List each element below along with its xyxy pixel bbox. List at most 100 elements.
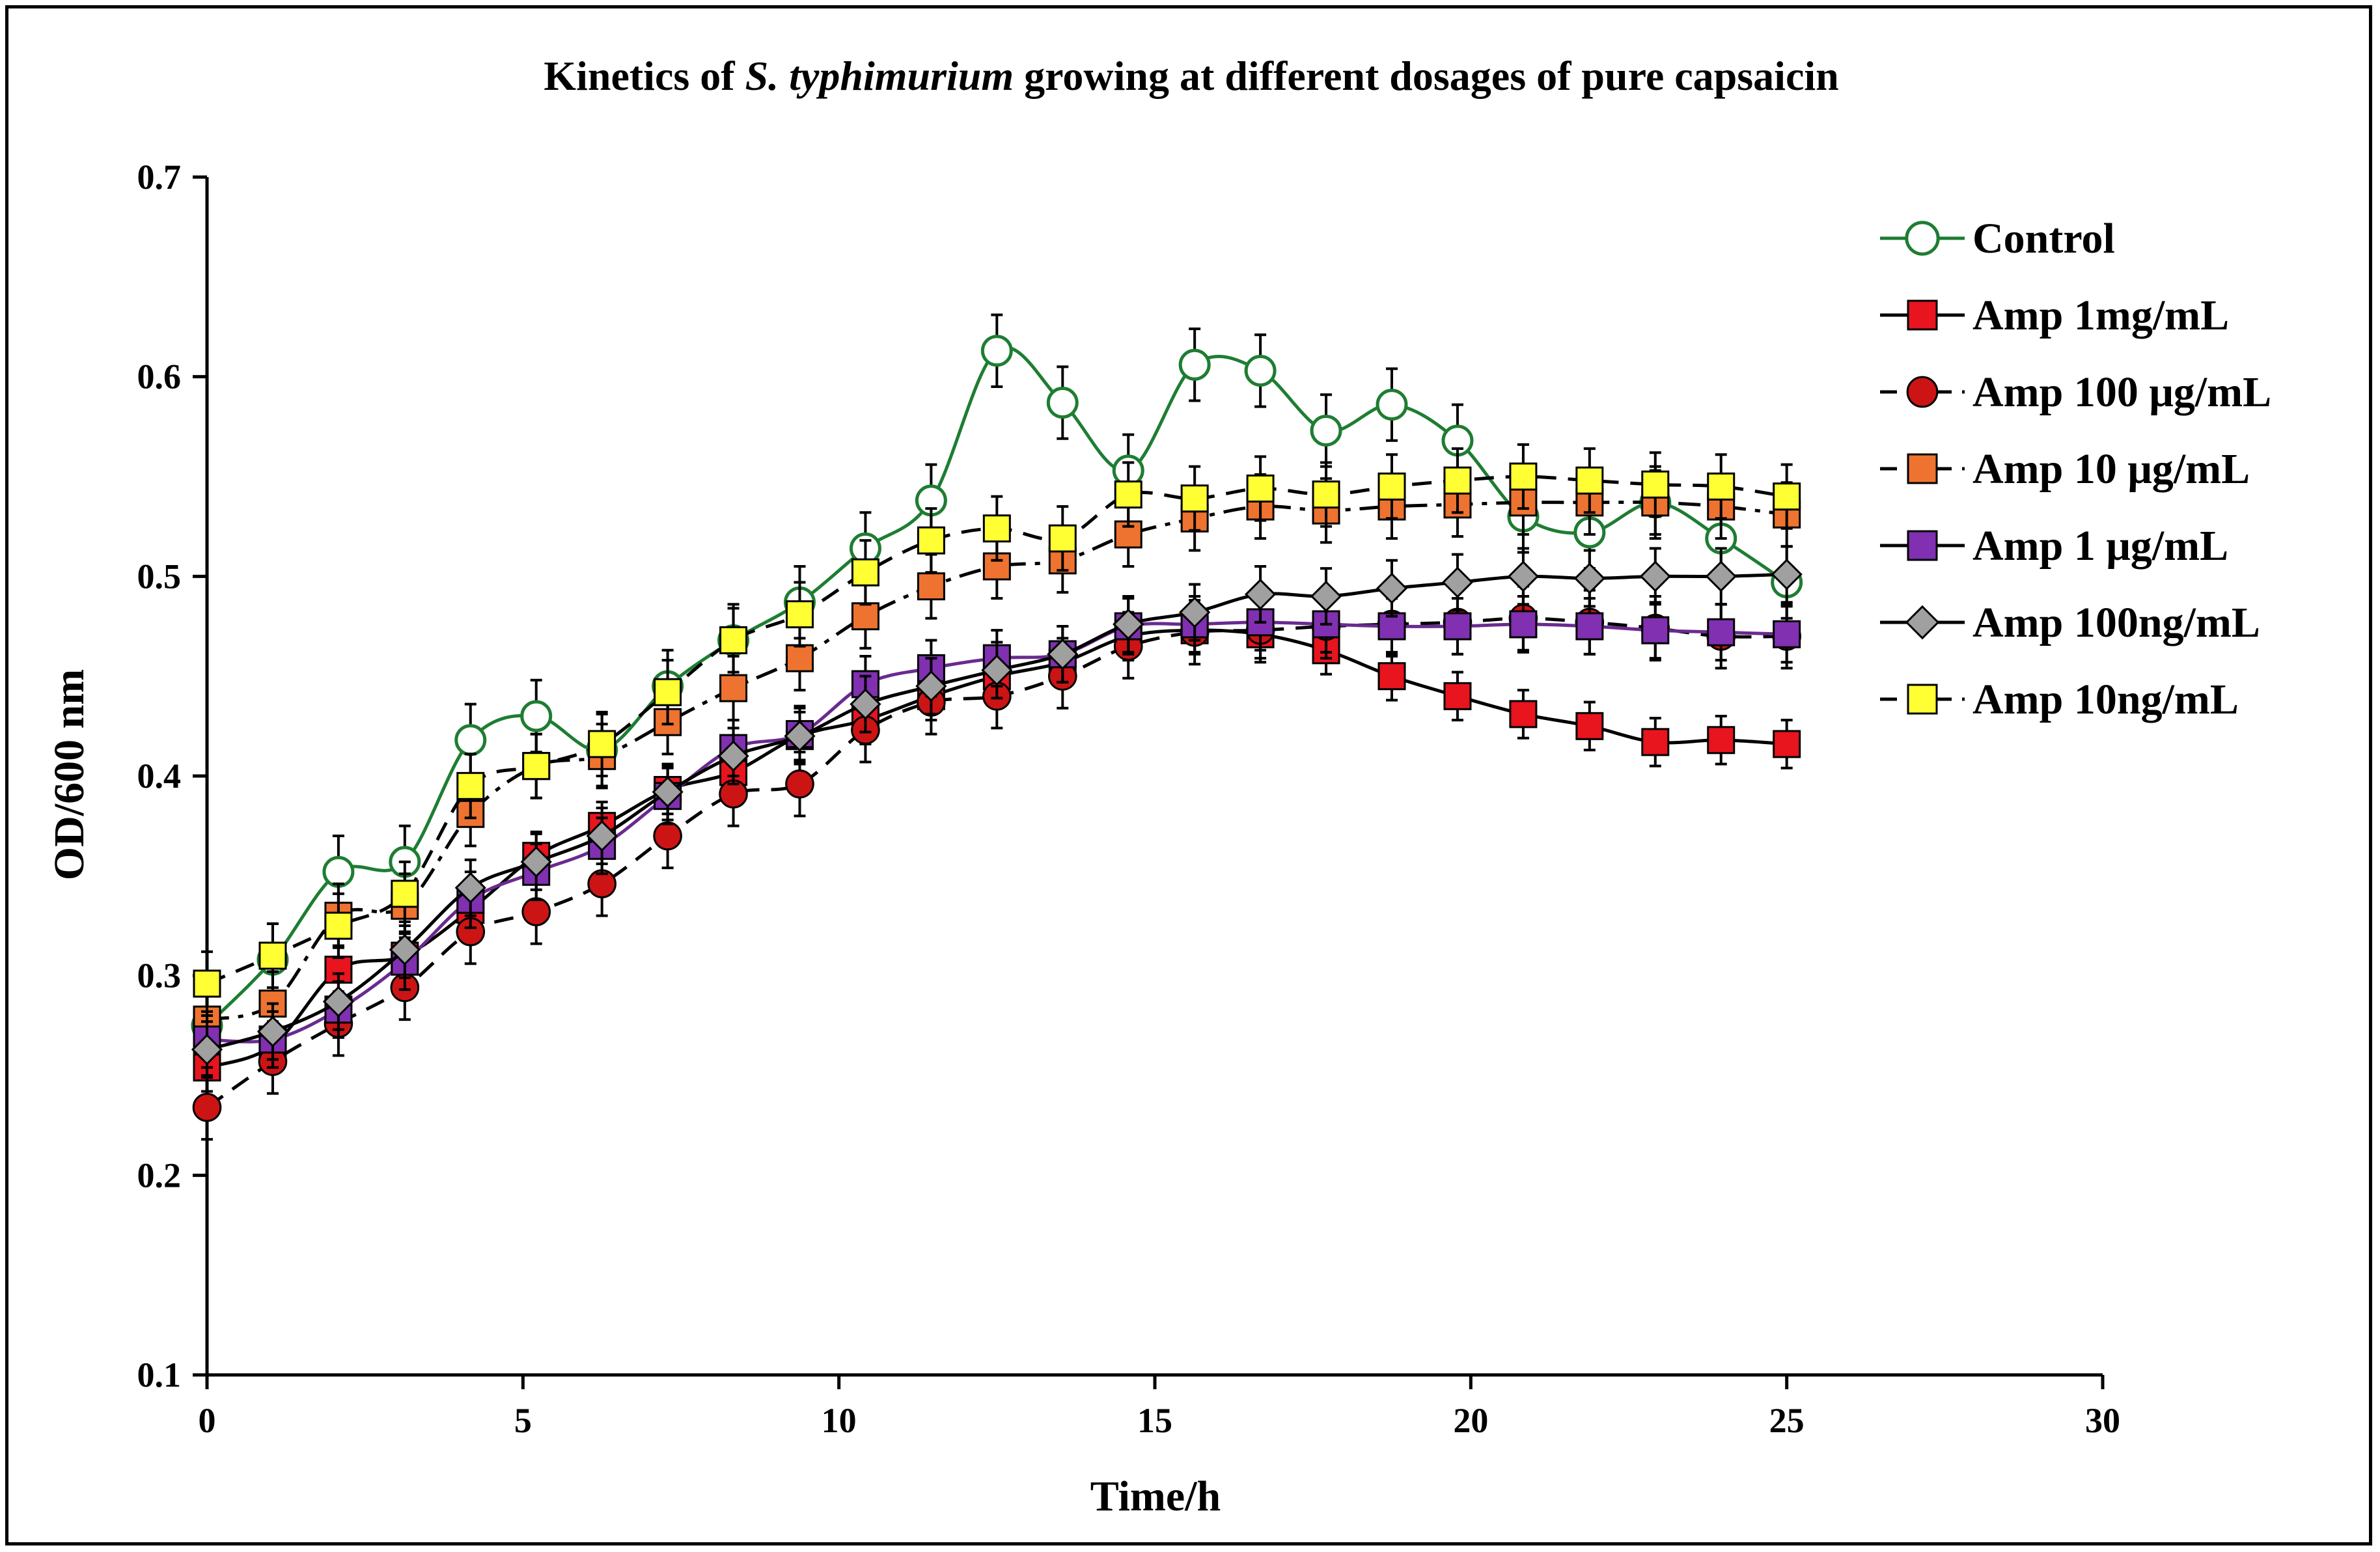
legend-marker — [1907, 684, 1938, 715]
y-tick-label: 0.5 — [137, 557, 182, 596]
data-point — [1575, 466, 1604, 495]
data-point — [456, 771, 485, 800]
data-point — [1377, 662, 1406, 691]
data-point — [850, 688, 881, 720]
data-point — [322, 986, 355, 1018]
data-point — [1310, 414, 1342, 447]
x-tick-label: 20 — [1453, 1401, 1488, 1440]
data-point — [1509, 610, 1538, 639]
data-point — [785, 769, 814, 799]
data-point — [1443, 682, 1472, 710]
data-point — [1575, 712, 1604, 740]
y-tick-label: 0.2 — [137, 1156, 182, 1195]
data-point — [192, 1092, 222, 1122]
data-point — [1707, 618, 1736, 646]
data-point — [1377, 472, 1406, 501]
data-point — [981, 654, 1013, 686]
x-tick-label: 0 — [199, 1401, 216, 1440]
data-point — [717, 740, 749, 772]
legend-item-amp-10ng-ml: Amp 10ng/mL — [1880, 676, 2239, 723]
series-amp-10ng-ml — [193, 443, 1801, 1017]
data-point — [1641, 470, 1670, 499]
data-point — [1046, 387, 1079, 419]
data-point — [454, 724, 487, 756]
data-point — [719, 674, 748, 702]
data-point — [1376, 572, 1408, 604]
data-point — [1113, 608, 1144, 641]
data-point — [1114, 520, 1142, 549]
data-point — [652, 776, 684, 808]
legend-label: Amp 100ng/mL — [1972, 599, 2260, 646]
data-point — [1443, 612, 1472, 641]
data-point — [1441, 566, 1474, 598]
legend-item-amp-100ng-ml: Amp 100ng/mL — [1880, 599, 2260, 646]
data-point — [1310, 580, 1342, 613]
data-point — [391, 880, 419, 908]
axes: 0.1 0.2 0.3 0.4 0.5 0.6 0.7 0 5 10 15 20 25 30 — [137, 158, 2121, 1440]
series-line — [206, 500, 1787, 1021]
series-amp-100ng-ml — [191, 545, 1803, 1079]
legend-item-amp-1-g-ml: Amp 1 μg/mL — [1880, 522, 2228, 570]
x-tick-label: 10 — [822, 1401, 857, 1440]
data-point — [191, 1034, 223, 1066]
data-point — [982, 514, 1011, 543]
data-point — [1048, 524, 1077, 553]
data-point — [851, 602, 879, 631]
y-tick-label: 0.1 — [137, 1355, 182, 1394]
chart-title: Kinetics of S. typhimurium growing at di… — [544, 53, 1838, 99]
data-point — [193, 969, 221, 998]
data-point — [1509, 462, 1538, 491]
chart-title-suffix: growing at different dosages of pure cap… — [1014, 53, 1839, 99]
data-point — [1178, 348, 1211, 381]
data-point — [1047, 638, 1079, 671]
data-point — [1443, 466, 1472, 495]
legend-marker — [1905, 605, 1940, 640]
data-point — [1641, 728, 1670, 756]
data-point — [1376, 389, 1408, 421]
data-point — [1575, 612, 1604, 641]
data-point — [520, 846, 552, 878]
data-point — [454, 872, 486, 904]
legend: Control Amp 1mg/mL Amp 100 μg/mL Amp 10 μg/… — [1880, 215, 2271, 723]
data-point — [256, 1016, 289, 1047]
data-point — [1773, 482, 1801, 511]
data-point — [1573, 562, 1605, 594]
data-point — [1641, 616, 1670, 644]
data-point — [1312, 480, 1340, 509]
data-point — [654, 678, 682, 706]
y-tick-label: 0.6 — [137, 357, 182, 396]
data-point — [784, 720, 816, 752]
data-point — [1180, 484, 1209, 513]
data-point — [851, 558, 879, 587]
data-point — [1773, 620, 1801, 648]
data-point — [586, 820, 618, 852]
x-axis-label: Time/h — [1090, 1473, 1221, 1520]
data-point — [980, 335, 1013, 367]
data-point — [1244, 578, 1277, 611]
data-point — [719, 626, 748, 654]
chart-title-prefix: Kinetics of — [544, 53, 745, 99]
legend-item-amp-100-g-ml: Amp 100 μg/mL — [1880, 368, 2271, 416]
legend-marker — [1906, 376, 1939, 408]
x-tick-label: 15 — [1137, 1401, 1172, 1440]
legend-label: Amp 1mg/mL — [1972, 292, 2229, 339]
x-tick-label: 30 — [2085, 1401, 2120, 1440]
y-tick-label: 0.4 — [137, 756, 182, 796]
data-point — [1244, 354, 1277, 387]
data-point — [785, 600, 814, 629]
data-point — [588, 730, 616, 758]
legend-label: Control — [1972, 215, 2115, 262]
figure-frame — [5, 5, 2372, 1545]
data-point — [258, 941, 287, 970]
data-point — [915, 670, 947, 702]
data-point — [1179, 596, 1211, 628]
data-point — [322, 855, 355, 888]
data-point — [1705, 561, 1737, 592]
legend-marker — [1905, 221, 1940, 256]
legend-item-control: Control — [1880, 215, 2115, 262]
chart-title-organism: S. typhimurium — [745, 53, 1014, 99]
data-point — [785, 644, 814, 672]
data-point — [1707, 726, 1736, 755]
legend-marker — [1907, 299, 1938, 331]
